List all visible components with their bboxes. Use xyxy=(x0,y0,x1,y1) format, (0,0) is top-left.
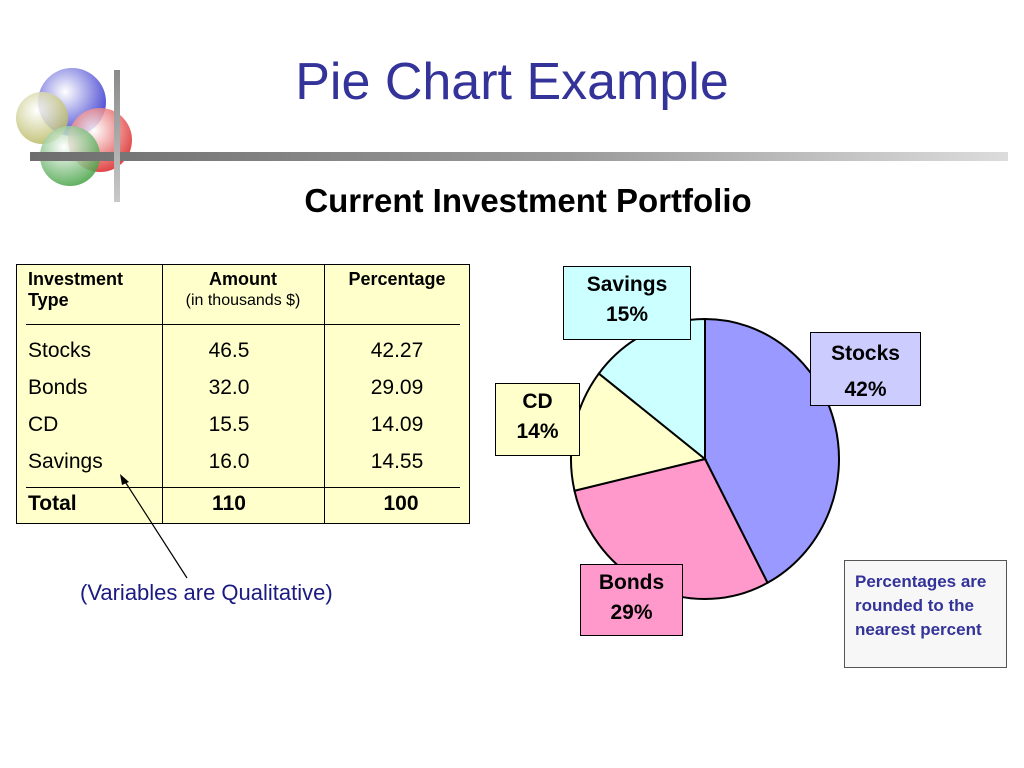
table-cell-type: Savings xyxy=(28,450,103,473)
table-cell-amount: 32.0 xyxy=(208,376,250,399)
header-type-line1: Investment xyxy=(28,269,124,289)
table-total-divider xyxy=(26,487,460,488)
data-label-percent: 15% xyxy=(605,303,649,326)
table-cell-percentage: 14.55 xyxy=(370,450,424,473)
total-label: Total xyxy=(28,492,77,515)
header-amount: Amount (in thousands $) xyxy=(163,269,323,311)
header-type-line2: Type xyxy=(28,290,69,310)
chart-subtitle: Current Investment Portfolio xyxy=(304,182,752,219)
table-cell-type: Bonds xyxy=(28,376,88,399)
header-vertical-rule xyxy=(114,70,120,202)
data-label-category: CD xyxy=(522,390,553,413)
data-label-stocks: Stocks 42% xyxy=(810,332,921,406)
table-header-divider xyxy=(26,324,460,325)
table-cell-type: Stocks xyxy=(28,339,92,362)
table-cell-amount: 46.5 xyxy=(208,339,250,362)
data-label-percent: 14% xyxy=(516,420,559,443)
data-label-bonds: Bonds 29% xyxy=(580,564,683,636)
pie-slice-stocks xyxy=(704,317,840,585)
table-cell-amount: 15.5 xyxy=(208,413,250,436)
data-label-category: Stocks xyxy=(831,342,900,365)
table-cell-amount: 16.0 xyxy=(208,450,250,473)
header-rule xyxy=(30,152,1008,161)
rounding-note: Percentages are rounded to the nearest p… xyxy=(844,560,1007,668)
header-investment-type: Investment Type xyxy=(28,269,123,311)
table-cell-percentage: 42.27 xyxy=(370,339,424,362)
data-label-percent: 29% xyxy=(610,601,653,624)
total-amount: 110 xyxy=(212,492,246,515)
header-percentage: Percentage xyxy=(348,269,446,289)
data-label-category: Bonds xyxy=(598,571,665,594)
table-cell-type: CD xyxy=(28,413,59,436)
table-cell-percentage: 14.09 xyxy=(370,413,424,436)
data-label-percent: 42% xyxy=(844,378,887,401)
total-percentage: 100 xyxy=(383,492,419,515)
table-column-divider xyxy=(324,265,325,523)
data-label-savings: Savings 15% xyxy=(563,266,691,340)
slide-title: Pie Chart Example xyxy=(295,53,729,111)
qualitative-note: (Variables are Qualitative) xyxy=(80,580,333,605)
header-amount-label: Amount xyxy=(209,269,277,289)
table-column-divider xyxy=(162,265,163,523)
data-label-category: Savings xyxy=(586,273,668,296)
table-cell-percentage: 29.09 xyxy=(370,376,424,399)
data-label-cd: CD 14% xyxy=(495,383,580,456)
portfolio-table: Investment Type Amount (in thousands $) … xyxy=(16,264,470,524)
header-amount-unit: (in thousands $) xyxy=(185,292,301,309)
